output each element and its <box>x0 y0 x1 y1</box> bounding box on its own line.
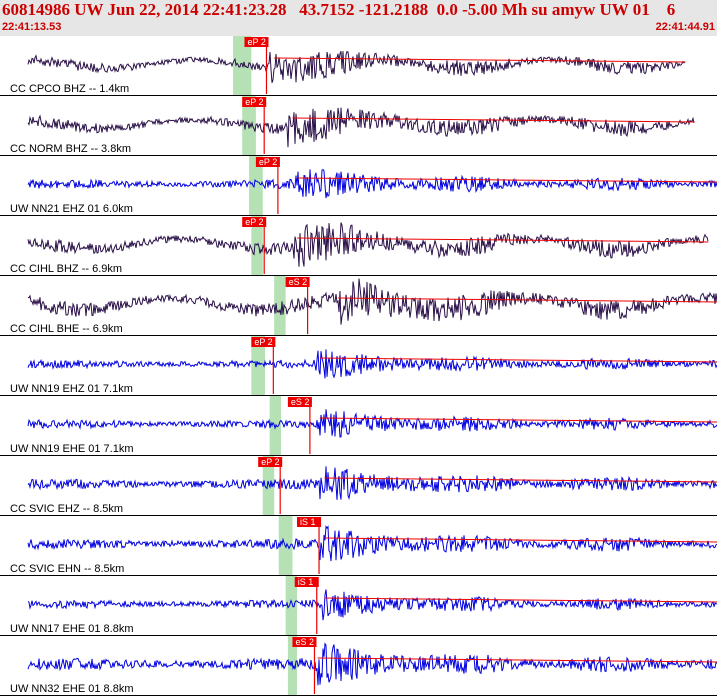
waveform <box>27 466 717 500</box>
pick-window <box>249 156 263 216</box>
channel-9[interactable]: iS 1 CC SVIC EHN -- 8.5km <box>0 517 717 576</box>
pick-tag[interactable] <box>255 157 280 167</box>
pick-label: eS 2 <box>295 637 314 647</box>
pick-label: eP 2 <box>245 217 263 227</box>
amplitude-line <box>297 237 709 243</box>
channel-6[interactable]: eP 2 UW NN19 EHZ 01 7.1km <box>0 337 717 396</box>
pick-label: iS 1 <box>300 517 316 527</box>
pick-tag[interactable] <box>258 457 283 467</box>
amplitude-line <box>324 477 717 483</box>
channel-4[interactable]: eP 2 CC CIHL BHZ -- 6.9km <box>0 217 717 276</box>
channel-10[interactable]: iS 1 UW NN17 EHE 01 8.8km <box>0 577 717 636</box>
pick-label: eP 2 <box>245 97 263 107</box>
waveform <box>27 642 717 686</box>
waveform <box>27 168 717 199</box>
amplitude-line <box>274 57 686 63</box>
pick-label: eS 2 <box>289 277 308 287</box>
pick-label: eP 2 <box>247 37 265 47</box>
pick-label: eP 2 <box>261 457 279 467</box>
pick-tag[interactable] <box>287 397 312 407</box>
amplitude-line <box>319 357 717 363</box>
pick-tag[interactable] <box>285 277 310 287</box>
channel-7[interactable]: eS 2 UW NN19 EHE 01 7.1km <box>0 397 717 456</box>
waveform <box>27 409 717 438</box>
start-time: 22:41:13.53 <box>2 21 62 33</box>
channel-2[interactable]: eP 2 CC NORM BHZ -- 3.8km <box>0 97 717 156</box>
waveform <box>27 50 686 83</box>
pick-tag[interactable] <box>244 37 269 47</box>
pick-tag[interactable] <box>242 217 267 227</box>
channel-label: CC CIHL BHZ -- 6.9km <box>10 263 122 275</box>
channel-8[interactable]: eP 2 CC SVIC EHZ -- 8.5km <box>0 457 717 516</box>
pick-window <box>274 276 286 336</box>
amplitude-line <box>324 537 717 543</box>
amplitude-line <box>338 297 717 303</box>
channel-11[interactable]: eS 2 UW NN32 EHE 01 8.8km <box>0 637 717 696</box>
channel-label: UW NN19 EHZ 01 7.1km <box>10 383 133 395</box>
channel-5[interactable]: eS 2 CC CIHL BHE -- 6.9km <box>0 277 717 336</box>
waveform <box>27 525 717 562</box>
channel-1[interactable]: eP 2 CC CPCO BHZ -- 1.4km <box>0 37 717 96</box>
amplitude-line <box>297 177 717 183</box>
channel-label: UW NN21 EHZ 01 6.0km <box>10 203 133 215</box>
pick-window <box>262 456 275 516</box>
channel-label: UW NN32 EHE 01 8.8km <box>10 683 133 695</box>
trace-layer: eP 2 CC CPCO BHZ -- 1.4km eP 2 CC NORM BHZ … <box>0 37 717 696</box>
pick-tag[interactable] <box>242 97 267 107</box>
amplitude-line <box>319 417 717 423</box>
waveform <box>27 349 717 379</box>
amplitude-line <box>292 117 695 123</box>
pick-label: eP 2 <box>254 337 272 347</box>
waveform <box>27 107 695 148</box>
channel-label: CC SVIC EHN -- 8.5km <box>10 563 124 575</box>
channel-label: CC SVIC EHZ -- 8.5km <box>10 503 123 515</box>
pick-label: eS 2 <box>291 397 310 407</box>
amplitude-line <box>324 597 717 603</box>
amplitude-line <box>317 657 717 663</box>
channel-label: UW NN19 EHE 01 7.1km <box>10 443 133 455</box>
channel-label: CC CPCO BHZ -- 1.4km <box>10 83 129 95</box>
pick-label: eP 2 <box>259 157 277 167</box>
waveform <box>27 222 709 267</box>
waveform <box>27 278 717 325</box>
waveform <box>27 589 717 621</box>
pick-window <box>285 576 298 636</box>
channel-label: UW NN17 EHE 01 8.8km <box>10 623 133 635</box>
end-time: 22:41:44.91 <box>655 21 715 33</box>
header-bar: 60814986 UW Jun 22, 2014 22:41:23.28 43.… <box>0 0 717 36</box>
seismogram-plot[interactable]: eP 2 CC CPCO BHZ -- 1.4km eP 2 CC NORM BHZ … <box>0 36 717 698</box>
pick-tag[interactable] <box>292 637 317 647</box>
pick-window <box>251 336 266 396</box>
pick-label: iS 1 <box>298 577 314 587</box>
pick-tag[interactable] <box>297 517 322 527</box>
channel-label: CC NORM BHZ -- 3.8km <box>10 143 131 155</box>
channel-label: CC CIHL BHE -- 6.9km <box>10 323 123 335</box>
pick-window <box>251 216 263 276</box>
pick-tag[interactable] <box>251 337 276 347</box>
channel-3[interactable]: eP 2 UW NN21 EHZ 01 6.0km <box>0 157 717 216</box>
pick-tag[interactable] <box>294 577 319 587</box>
event-title: 60814986 UW Jun 22, 2014 22:41:23.28 43.… <box>2 0 676 19</box>
